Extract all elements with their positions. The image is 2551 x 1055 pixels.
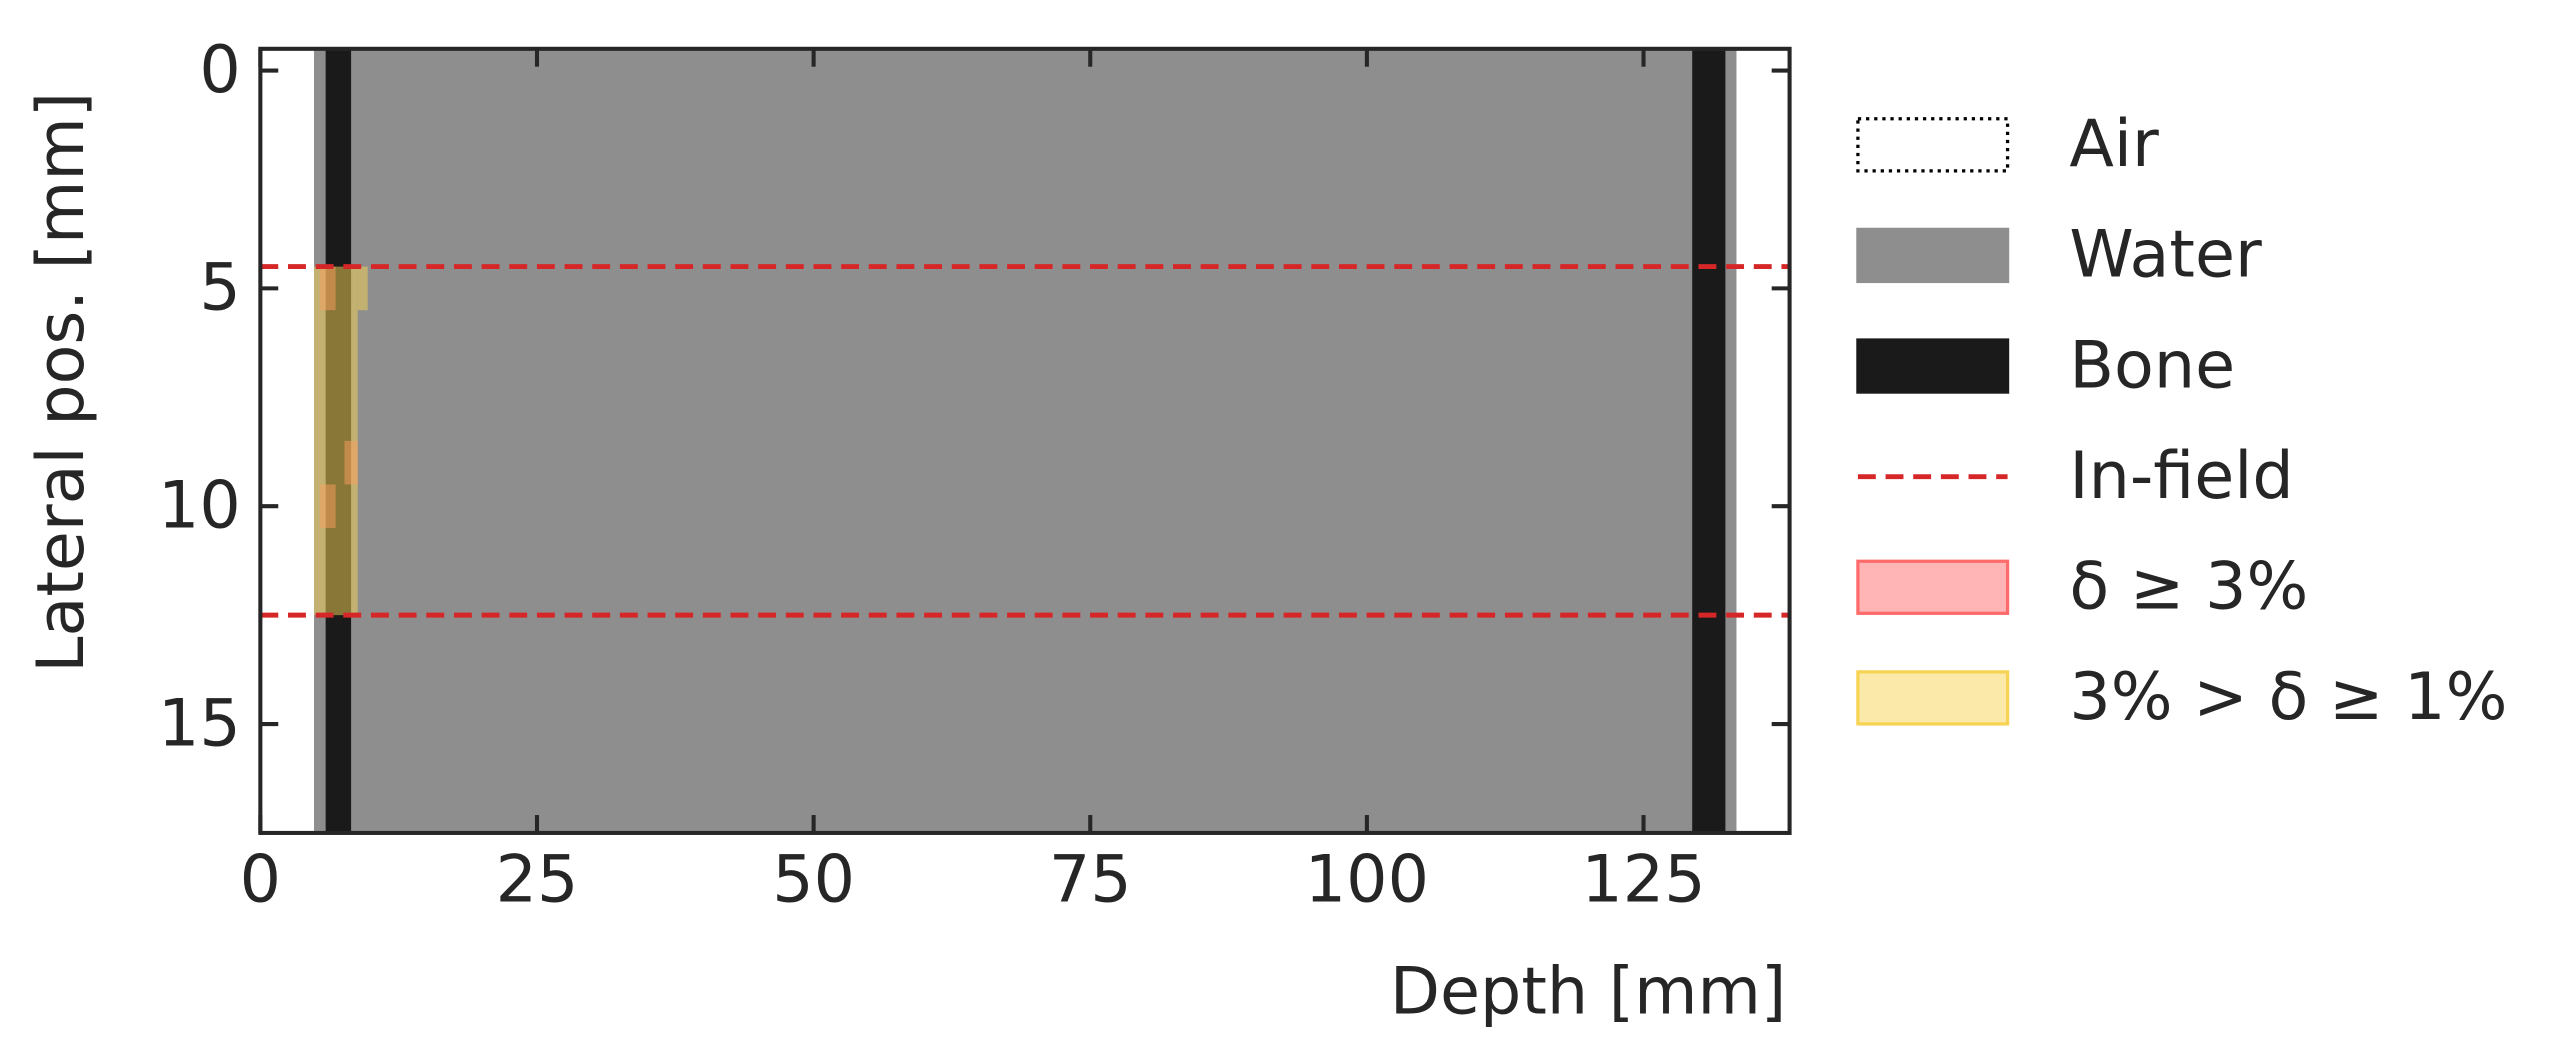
plot-frame <box>258 46 1792 835</box>
x-tick-label: 25 <box>496 842 579 917</box>
material-region <box>1692 48 1726 833</box>
legend-label: Air <box>2069 107 2159 182</box>
y-tick-label: 5 <box>199 251 240 326</box>
y-tick-label: 15 <box>158 686 241 761</box>
legend-label: In-field <box>2069 439 2293 514</box>
y-axis-label: Lateral pos. [mm] <box>24 92 99 673</box>
legend-swatch <box>1856 227 2010 284</box>
x-tick-label: 100 <box>1305 842 1429 917</box>
material-region <box>314 48 1737 833</box>
legend-label: Water <box>2069 218 2262 293</box>
legend-swatch <box>1856 117 2010 173</box>
x-tick-label: 50 <box>772 842 855 917</box>
y-tick-label: 10 <box>158 469 241 544</box>
x-tick-label: 0 <box>240 842 281 917</box>
legend-swatch <box>1856 559 2010 615</box>
legend-swatch <box>1856 338 2010 394</box>
legend-label: 3% > δ ≥ 1% <box>2069 660 2507 735</box>
legend-swatch <box>1856 670 2010 726</box>
y-tick-label: 0 <box>199 33 240 108</box>
legend-label: δ ≥ 3% <box>2069 550 2308 625</box>
x-tick-label: 75 <box>1049 842 1132 917</box>
legend-label: Bone <box>2069 328 2235 403</box>
x-tick-label: 125 <box>1581 842 1705 917</box>
x-axis-label: Depth [mm] <box>1390 955 1786 1030</box>
deviation-region <box>357 266 368 311</box>
deviation-region <box>314 266 358 616</box>
